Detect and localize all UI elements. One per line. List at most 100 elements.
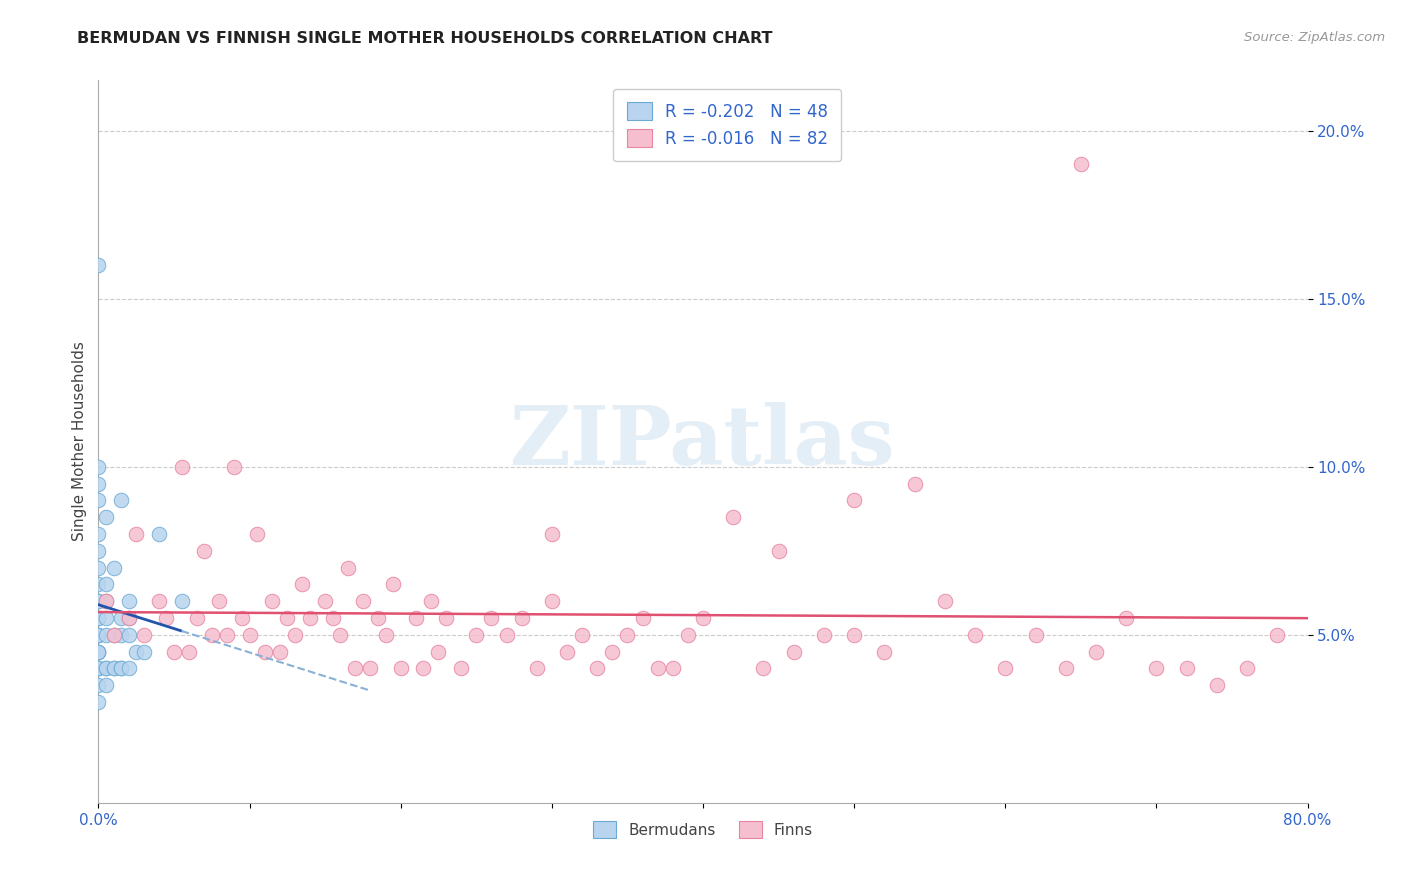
Point — [616, 628, 638, 642]
Legend: Bermudans, Finns: Bermudans, Finns — [585, 814, 821, 846]
Point — [103, 560, 125, 574]
Y-axis label: Single Mother Households: Single Mother Households — [72, 342, 87, 541]
Point — [224, 459, 246, 474]
Point — [87, 628, 110, 642]
Point — [360, 661, 382, 675]
Point — [87, 661, 110, 675]
Point — [87, 628, 110, 642]
Point — [118, 611, 141, 625]
Point — [155, 611, 177, 625]
Point — [87, 594, 110, 608]
Point — [692, 611, 714, 625]
Point — [752, 661, 775, 675]
Point — [1054, 661, 1077, 675]
Point — [87, 661, 110, 675]
Point — [676, 628, 699, 642]
Point — [87, 577, 110, 591]
Point — [94, 661, 117, 675]
Point — [110, 661, 132, 675]
Point — [110, 493, 132, 508]
Point — [163, 644, 186, 658]
Point — [1115, 611, 1137, 625]
Point — [555, 644, 578, 658]
Point — [1024, 628, 1046, 642]
Point — [723, 510, 745, 524]
Point — [94, 628, 117, 642]
Point — [87, 644, 110, 658]
Point — [389, 661, 412, 675]
Point — [125, 644, 148, 658]
Point — [87, 661, 110, 675]
Point — [103, 628, 125, 642]
Point — [262, 594, 284, 608]
Point — [427, 644, 450, 658]
Point — [103, 661, 125, 675]
Point — [965, 628, 987, 642]
Point — [87, 543, 110, 558]
Point — [844, 628, 866, 642]
Point — [239, 628, 262, 642]
Point — [110, 628, 132, 642]
Point — [118, 594, 141, 608]
Point — [87, 493, 110, 508]
Point — [94, 594, 117, 608]
Point — [450, 661, 472, 675]
Point — [314, 594, 336, 608]
Point — [495, 628, 517, 642]
Point — [87, 611, 110, 625]
Point — [170, 594, 193, 608]
Point — [148, 594, 170, 608]
Point — [103, 628, 125, 642]
Point — [465, 628, 488, 642]
Point — [193, 543, 215, 558]
Point — [215, 628, 238, 642]
Point — [87, 459, 110, 474]
Point — [405, 611, 427, 625]
Point — [179, 644, 201, 658]
Point — [1085, 644, 1108, 658]
Point — [87, 476, 110, 491]
Point — [336, 560, 359, 574]
Point — [344, 661, 367, 675]
Point — [994, 661, 1017, 675]
Point — [87, 560, 110, 574]
Point — [1070, 157, 1092, 171]
Text: ZIPatlas: ZIPatlas — [510, 401, 896, 482]
Point — [510, 611, 533, 625]
Point — [586, 661, 609, 675]
Point — [1206, 678, 1229, 692]
Point — [231, 611, 253, 625]
Point — [291, 577, 314, 591]
Point — [540, 594, 562, 608]
Point — [132, 644, 155, 658]
Point — [253, 644, 276, 658]
Point — [631, 611, 654, 625]
Point — [1144, 661, 1167, 675]
Point — [934, 594, 956, 608]
Point — [87, 258, 110, 272]
Point — [374, 628, 396, 642]
Point — [103, 661, 125, 675]
Point — [110, 661, 132, 675]
Point — [526, 661, 548, 675]
Point — [1175, 661, 1198, 675]
Point — [118, 611, 141, 625]
Point — [844, 493, 866, 508]
Point — [1267, 628, 1289, 642]
Point — [125, 527, 148, 541]
Point — [94, 661, 117, 675]
Point — [87, 678, 110, 692]
Point — [768, 543, 790, 558]
Point — [87, 628, 110, 642]
Point — [170, 459, 193, 474]
Point — [94, 678, 117, 692]
Point — [87, 644, 110, 658]
Point — [148, 527, 170, 541]
Point — [186, 611, 208, 625]
Point — [94, 594, 117, 608]
Point — [110, 611, 132, 625]
Point — [94, 577, 117, 591]
Point — [540, 527, 562, 541]
Text: Source: ZipAtlas.com: Source: ZipAtlas.com — [1244, 31, 1385, 45]
Point — [783, 644, 806, 658]
